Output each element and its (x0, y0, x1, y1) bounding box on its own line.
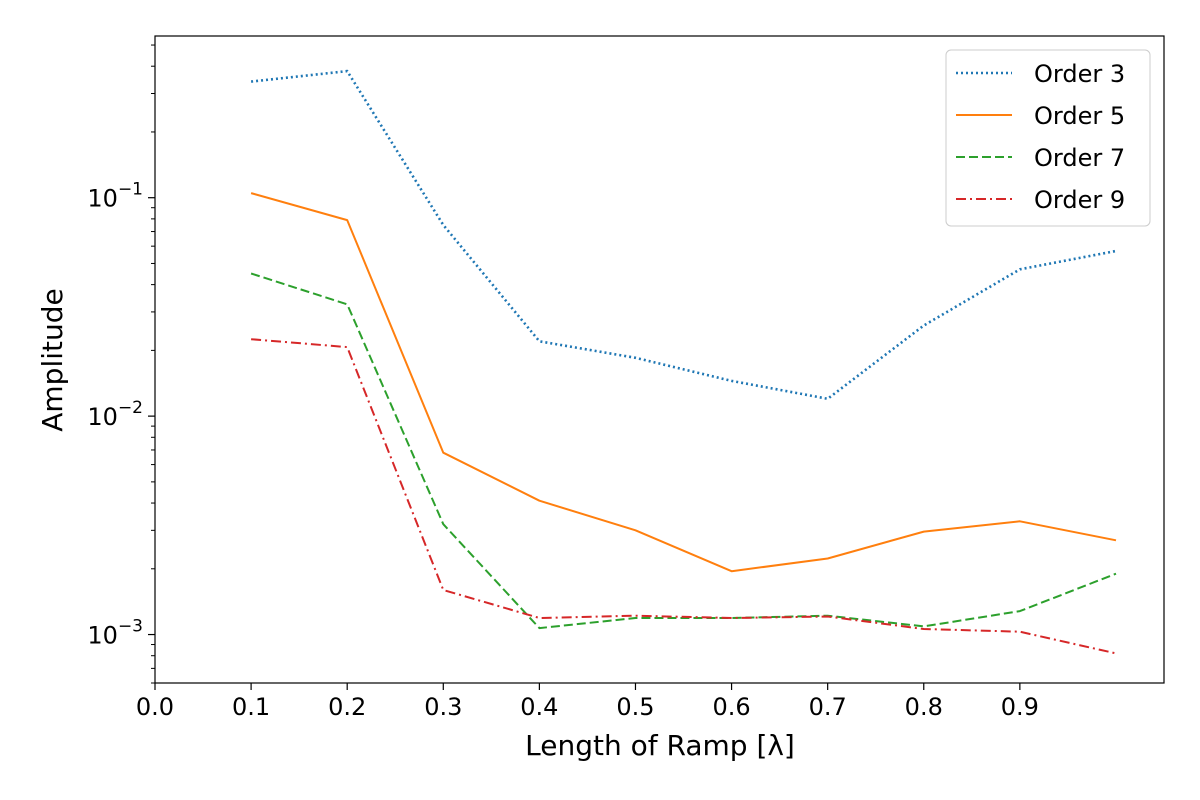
x-axis: 0.0 0.1 0.2 0.3 0.4 0.5 0.6 0.7 0.8 0.9 (136, 683, 1039, 721)
x-tick-label: 0.5 (616, 693, 654, 721)
y-tick-base: 10 (87, 403, 118, 431)
legend-label: Order 3 (1034, 60, 1125, 88)
y-tick-base: 10 (87, 185, 118, 213)
y-axis: 10−110−210−3 (87, 44, 155, 684)
series-line-order-3 (250, 69, 1117, 401)
y-axis-label: Amplitude (36, 288, 69, 432)
y-tick-exponent: −3 (118, 617, 143, 637)
y-tick-base: 10 (87, 622, 118, 650)
x-tick-label: 0.8 (905, 693, 943, 721)
legend-label: Order 5 (1034, 102, 1125, 130)
legend-label: Order 7 (1034, 144, 1125, 172)
y-tick-exponent: −2 (118, 398, 143, 418)
x-tick-label: 0.6 (712, 693, 750, 721)
x-axis-label: Length of Ramp [λ] (525, 729, 795, 762)
x-tick-label: 0.0 (136, 693, 174, 721)
legend-box (945, 49, 1151, 227)
x-tick-label: 0.3 (424, 693, 462, 721)
series-line-order-9 (251, 338, 1117, 655)
series-line-order-5 (250, 192, 1117, 573)
x-tick-label: 0.2 (328, 693, 366, 721)
y-tick-exponent: −1 (118, 180, 143, 200)
x-tick-label: 0.4 (520, 693, 558, 721)
y-tick-label: 10−1 (87, 180, 143, 213)
legend: Order 3 Order 5 Order 7 Order 9 (945, 49, 1151, 227)
series-layer (250, 69, 1117, 655)
legend-label: Order 9 (1034, 186, 1125, 214)
series-line-order-7 (250, 272, 1117, 630)
y-tick-label: 10−2 (87, 398, 143, 431)
x-tick-label: 0.7 (809, 693, 847, 721)
x-tick-label: 0.9 (1001, 693, 1039, 721)
y-tick-label: 10−3 (87, 617, 143, 650)
x-tick-label: 0.1 (232, 693, 270, 721)
